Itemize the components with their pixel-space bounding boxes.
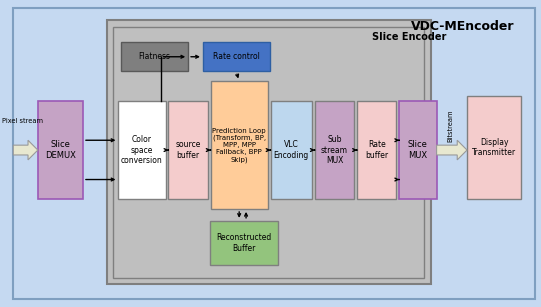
Bar: [467, 96, 521, 199]
Text: Pixel stream: Pixel stream: [2, 118, 43, 124]
Bar: [210, 81, 268, 209]
Polygon shape: [437, 140, 467, 160]
Bar: [210, 221, 279, 265]
Text: Display
Transmitter: Display Transmitter: [472, 138, 516, 157]
Text: VLC
Encoding: VLC Encoding: [274, 140, 309, 160]
Text: source
buffer: source buffer: [175, 140, 201, 160]
Bar: [357, 101, 397, 199]
Text: Color
space
conversion: Color space conversion: [121, 135, 163, 165]
Text: Reconstructed
Buffer: Reconstructed Buffer: [216, 233, 272, 253]
Bar: [118, 101, 166, 199]
Bar: [203, 42, 269, 72]
Text: Rate
buffer: Rate buffer: [365, 140, 388, 160]
Text: Slice
DEMUX: Slice DEMUX: [45, 140, 76, 160]
Bar: [168, 101, 208, 199]
Bar: [315, 101, 354, 199]
Bar: [38, 101, 83, 199]
Polygon shape: [14, 140, 38, 160]
Text: Flatness: Flatness: [138, 52, 171, 61]
Text: Bitstream: Bitstream: [447, 109, 453, 142]
Text: Slice
MUX: Slice MUX: [408, 140, 428, 160]
Text: Slice Encoder: Slice Encoder: [372, 32, 446, 42]
Bar: [399, 101, 437, 199]
Text: Prediction Loop
(Transform, BP,
MPP, MPP
Fallback, BPP
Skip): Prediction Loop (Transform, BP, MPP, MPP…: [213, 128, 266, 163]
Bar: [114, 27, 424, 278]
Text: Rate control: Rate control: [213, 52, 260, 61]
Bar: [107, 21, 431, 284]
Text: VDC-MEncoder: VDC-MEncoder: [411, 21, 514, 33]
Bar: [121, 42, 188, 72]
Bar: [270, 101, 312, 199]
Text: Sub
stream
MUX: Sub stream MUX: [321, 135, 348, 165]
